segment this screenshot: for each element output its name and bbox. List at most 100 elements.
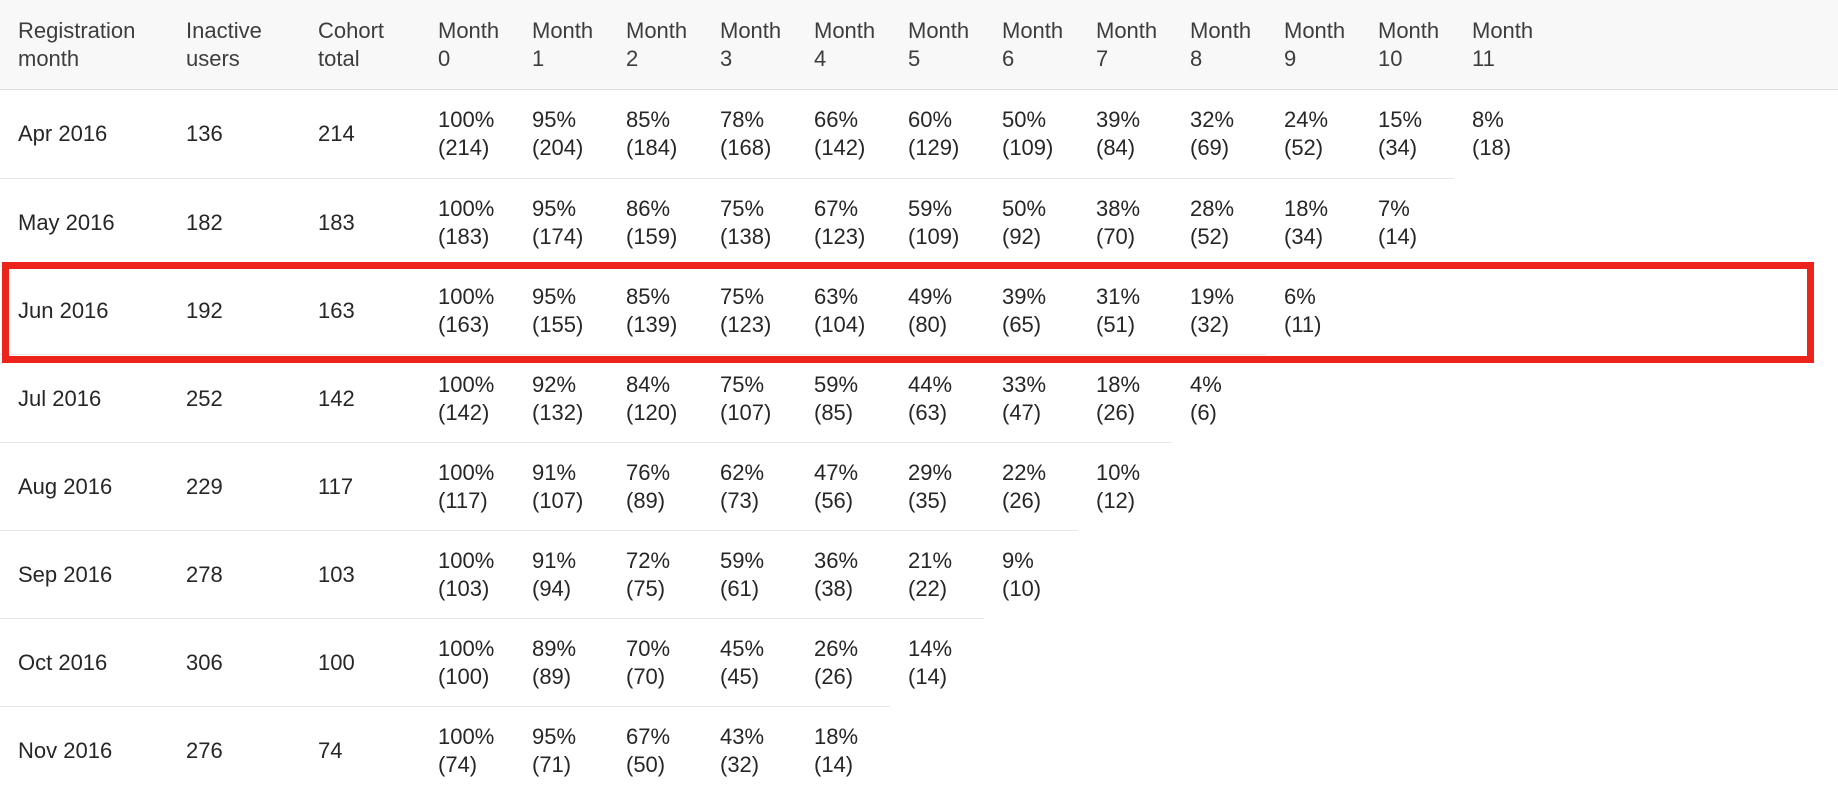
- cohort-total-cell: 214: [300, 90, 420, 178]
- column-header-line1: Month: [438, 17, 500, 43]
- cohort-total-cell: 117: [300, 442, 420, 530]
- retention-count: (14): [908, 663, 948, 689]
- registration-month-cell: Jun 2016: [0, 266, 168, 354]
- retention-percent: 95%: [532, 107, 577, 132]
- retention-count: (47): [1002, 399, 1042, 425]
- retention-percent: 75%: [720, 195, 765, 221]
- retention-count: (50): [626, 751, 666, 777]
- retention-count: (103): [438, 575, 490, 601]
- column-header-line2: 10: [1378, 45, 1403, 71]
- retention-percent: 44%: [908, 371, 953, 397]
- column-header-line1: Registration: [18, 17, 136, 43]
- retention-cell-month-4: 36% (38): [796, 530, 890, 618]
- retention-cell-month-5: 60% (129): [890, 90, 984, 178]
- retention-cell-month-1: 91% (107): [514, 442, 608, 530]
- retention-percent: 18%: [1096, 371, 1141, 397]
- retention-count: (109): [908, 223, 960, 249]
- cohort-total-cell-value: 74: [318, 737, 343, 763]
- column-header-line2: total: [318, 45, 360, 71]
- retention-cell-month-0: 100% (214): [420, 90, 514, 178]
- retention-count: (71): [532, 751, 572, 777]
- retention-percent: 67%: [626, 723, 671, 749]
- retention-cell-month-3: 75% (107): [702, 354, 796, 442]
- retention-count: (34): [1284, 223, 1324, 249]
- column-header-3: Month 0: [420, 0, 514, 89]
- retention-percent: 15%: [1378, 107, 1423, 132]
- retention-percent: 38%: [1096, 195, 1141, 221]
- retention-cell-month-0: 100% (74): [420, 706, 514, 794]
- retention-percent: 36%: [814, 547, 859, 573]
- retention-cell-month-7: 31% (51): [1078, 266, 1172, 354]
- table-row-apr-2016: Apr 2016 136 214 100% (214) 95% (204) 85% (184) 7…: [0, 90, 1838, 178]
- retention-cell-month-7: 39% (84): [1078, 90, 1172, 178]
- column-header-line1: Month: [1378, 17, 1440, 43]
- column-header-10: Month 7: [1078, 0, 1172, 89]
- retention-count: (138): [720, 223, 772, 249]
- inactive-users-cell-value: 278: [186, 561, 223, 587]
- retention-cell-month-2: 86% (159): [608, 178, 702, 266]
- retention-percent: 91%: [532, 459, 577, 485]
- retention-cell-month-5: 44% (63): [890, 354, 984, 442]
- retention-count: (104): [814, 311, 866, 337]
- retention-count: (52): [1284, 135, 1324, 160]
- retention-percent: 18%: [814, 723, 859, 749]
- retention-count: (183): [438, 223, 490, 249]
- column-header-line1: Month: [1002, 17, 1064, 43]
- table-row-jul-2016: Jul 2016 252 142 100% (142) 92% (132) 84% (120) 7…: [0, 354, 1838, 442]
- retention-count: (174): [532, 223, 584, 249]
- retention-percent: 26%: [814, 635, 859, 661]
- retention-percent: 4%: [1190, 371, 1222, 397]
- retention-count: (38): [814, 575, 854, 601]
- cohort-total-cell: 142: [300, 354, 420, 442]
- retention-count: (45): [720, 663, 760, 689]
- retention-percent: 60%: [908, 107, 953, 132]
- registration-month-cell: Aug 2016: [0, 442, 168, 530]
- retention-cell-month-8: 32% (69): [1172, 90, 1266, 178]
- column-header-line2: 2: [626, 45, 639, 71]
- retention-cell-month-9: 24% (52): [1266, 90, 1360, 178]
- retention-cell-month-1: 95% (71): [514, 706, 608, 794]
- retention-count: (214): [438, 135, 490, 160]
- column-header-line2: month: [18, 45, 80, 71]
- retention-cell-month-5: 14% (14): [890, 618, 984, 706]
- cohort-total-cell-value: 103: [318, 561, 355, 587]
- retention-cell-month-11: 8% (18): [1454, 90, 1548, 178]
- retention-percent: 95%: [532, 195, 577, 221]
- inactive-users-cell: 276: [168, 706, 300, 794]
- column-header-line1: Cohort: [318, 17, 385, 43]
- retention-count: (117): [438, 487, 488, 513]
- column-header-9: Month 6: [984, 0, 1078, 89]
- retention-count: (74): [438, 751, 478, 777]
- registration-month-cell-value: Aug 2016: [18, 473, 113, 499]
- retention-count: (155): [532, 311, 584, 337]
- retention-percent: 100%: [438, 283, 495, 309]
- inactive-users-cell-value: 182: [186, 209, 223, 235]
- retention-percent: 32%: [1190, 107, 1235, 132]
- column-header-line2: 11: [1472, 45, 1495, 71]
- retention-percent: 72%: [626, 547, 671, 573]
- retention-count: (14): [814, 751, 854, 777]
- retention-percent: 50%: [1002, 195, 1047, 221]
- retention-count: (94): [532, 575, 572, 601]
- column-header-line1: Month: [532, 17, 594, 43]
- retention-percent: 100%: [438, 635, 495, 661]
- column-header-line2: 6: [1002, 45, 1015, 71]
- inactive-users-cell: 192: [168, 266, 300, 354]
- retention-percent: 91%: [532, 547, 577, 573]
- cohort-total-cell: 103: [300, 530, 420, 618]
- column-header-line2: 1: [532, 45, 545, 71]
- retention-cell-month-6: 50% (109): [984, 90, 1078, 178]
- inactive-users-cell: 229: [168, 442, 300, 530]
- retention-percent: 66%: [814, 107, 859, 132]
- retention-count: (80): [908, 311, 948, 337]
- retention-count: (14): [1378, 223, 1418, 249]
- retention-cell-month-9: 18% (34): [1266, 178, 1360, 266]
- registration-month-cell: Sep 2016: [0, 530, 168, 618]
- retention-percent: 59%: [814, 371, 859, 397]
- inactive-users-cell-value: 229: [186, 473, 223, 499]
- retention-percent: 85%: [626, 283, 671, 309]
- retention-percent: 86%: [626, 195, 671, 221]
- retention-count: (11): [1284, 311, 1322, 337]
- column-header-line2: 7: [1096, 45, 1109, 71]
